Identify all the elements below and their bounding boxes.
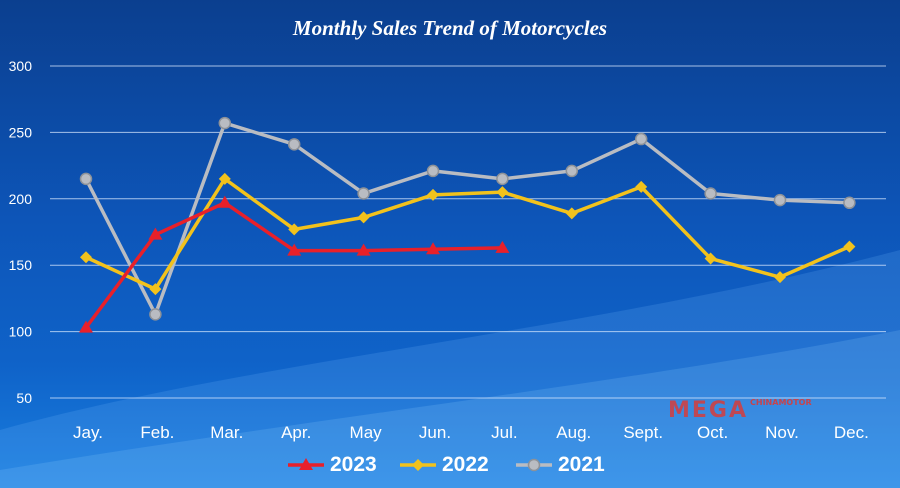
- series-line-2022: [85, 177, 851, 291]
- legend: 2023 2022 2021: [0, 449, 900, 481]
- data-point-2022: [357, 211, 370, 224]
- data-point-2021: [218, 116, 232, 130]
- series-2021: [79, 116, 856, 321]
- data-point-2022: [774, 271, 786, 284]
- data-point-2022: [427, 188, 439, 201]
- data-point-2021: [287, 138, 301, 151]
- data-point-2023: [495, 240, 510, 253]
- data-point-2021: [843, 196, 856, 210]
- data-point-2023: [356, 243, 371, 256]
- x-tick-label: Mar.: [210, 423, 243, 442]
- legend-label: 2023: [330, 453, 377, 476]
- legend-item-2023: 2023: [288, 449, 377, 481]
- legend-marker: [527, 458, 541, 472]
- x-tick-label: Jul.: [491, 423, 517, 442]
- y-tick-label: 100: [9, 324, 33, 340]
- data-point-2023: [426, 242, 440, 255]
- series-2022: [80, 172, 856, 296]
- watermark-sub: CHINAMOTOR: [750, 398, 812, 407]
- y-tick-label: 250: [9, 124, 33, 140]
- data-point-2021: [565, 164, 579, 178]
- legend-marker: [299, 458, 313, 470]
- data-point-2021: [149, 308, 162, 321]
- legend-item-2021: 2021: [516, 449, 605, 481]
- data-point-2022: [149, 283, 162, 296]
- data-point-2021: [496, 172, 509, 186]
- data-point-2022: [843, 240, 856, 253]
- watermark-logo: MEGA CHINAMOTOR: [668, 398, 812, 423]
- x-tick-label: Aug.: [556, 423, 591, 442]
- x-tick-label: Jay.: [73, 423, 103, 442]
- data-point-2022: [496, 186, 509, 199]
- y-tick-label: 300: [9, 58, 33, 74]
- data-point-2021: [704, 187, 717, 200]
- x-tick-label: Nov.: [765, 423, 799, 442]
- data-point-2022: [288, 223, 301, 236]
- x-tick-label: Apr.: [281, 423, 311, 442]
- x-tick-label: Oct.: [697, 423, 728, 442]
- y-tick-label: 50: [16, 390, 32, 406]
- series-layer: [79, 116, 856, 333]
- legend-swatch: [400, 459, 436, 471]
- data-point-2022: [565, 207, 578, 220]
- data-point-2021: [634, 132, 648, 146]
- data-point-2023: [217, 195, 232, 208]
- data-point-2022: [635, 180, 648, 193]
- chart-title: Monthly Sales Trend of Motorcycles: [292, 16, 608, 40]
- legend-swatch: [288, 458, 324, 470]
- legend-swatch: [516, 458, 552, 472]
- watermark-brand: MEGA: [668, 398, 749, 423]
- legend-marker: [412, 459, 424, 471]
- x-tick-label: Dec.: [834, 423, 869, 442]
- y-axis: 50 100 150 200 250 300: [9, 58, 33, 406]
- data-point-2021: [426, 164, 440, 178]
- x-tick-label: May: [350, 423, 383, 442]
- x-tick-label: Jun.: [419, 423, 451, 442]
- data-point-2021: [357, 187, 370, 200]
- data-point-2023: [148, 227, 163, 240]
- data-point-2021: [79, 172, 93, 186]
- data-point-2021: [773, 193, 787, 207]
- data-point-2022: [704, 252, 717, 265]
- legend-label: 2022: [442, 453, 489, 476]
- gridlines: [50, 65, 886, 399]
- y-tick-label: 200: [9, 191, 33, 207]
- data-point-2022: [80, 251, 92, 264]
- series-2023: [79, 195, 510, 333]
- series-line-2021: [84, 121, 850, 317]
- y-tick-label: 150: [9, 257, 33, 273]
- data-point-2023: [287, 243, 302, 256]
- x-tick-label: Sept.: [623, 423, 663, 442]
- legend-item-2022: 2022: [400, 449, 489, 481]
- data-point-2022: [218, 172, 231, 185]
- x-tick-label: Feb.: [140, 423, 174, 442]
- x-axis: Jay. Feb. Mar. Apr. May Jun. Jul. Aug. Sept. Oct.…: [73, 423, 869, 442]
- legend-label: 2021: [558, 453, 605, 476]
- data-point-2023: [79, 320, 93, 333]
